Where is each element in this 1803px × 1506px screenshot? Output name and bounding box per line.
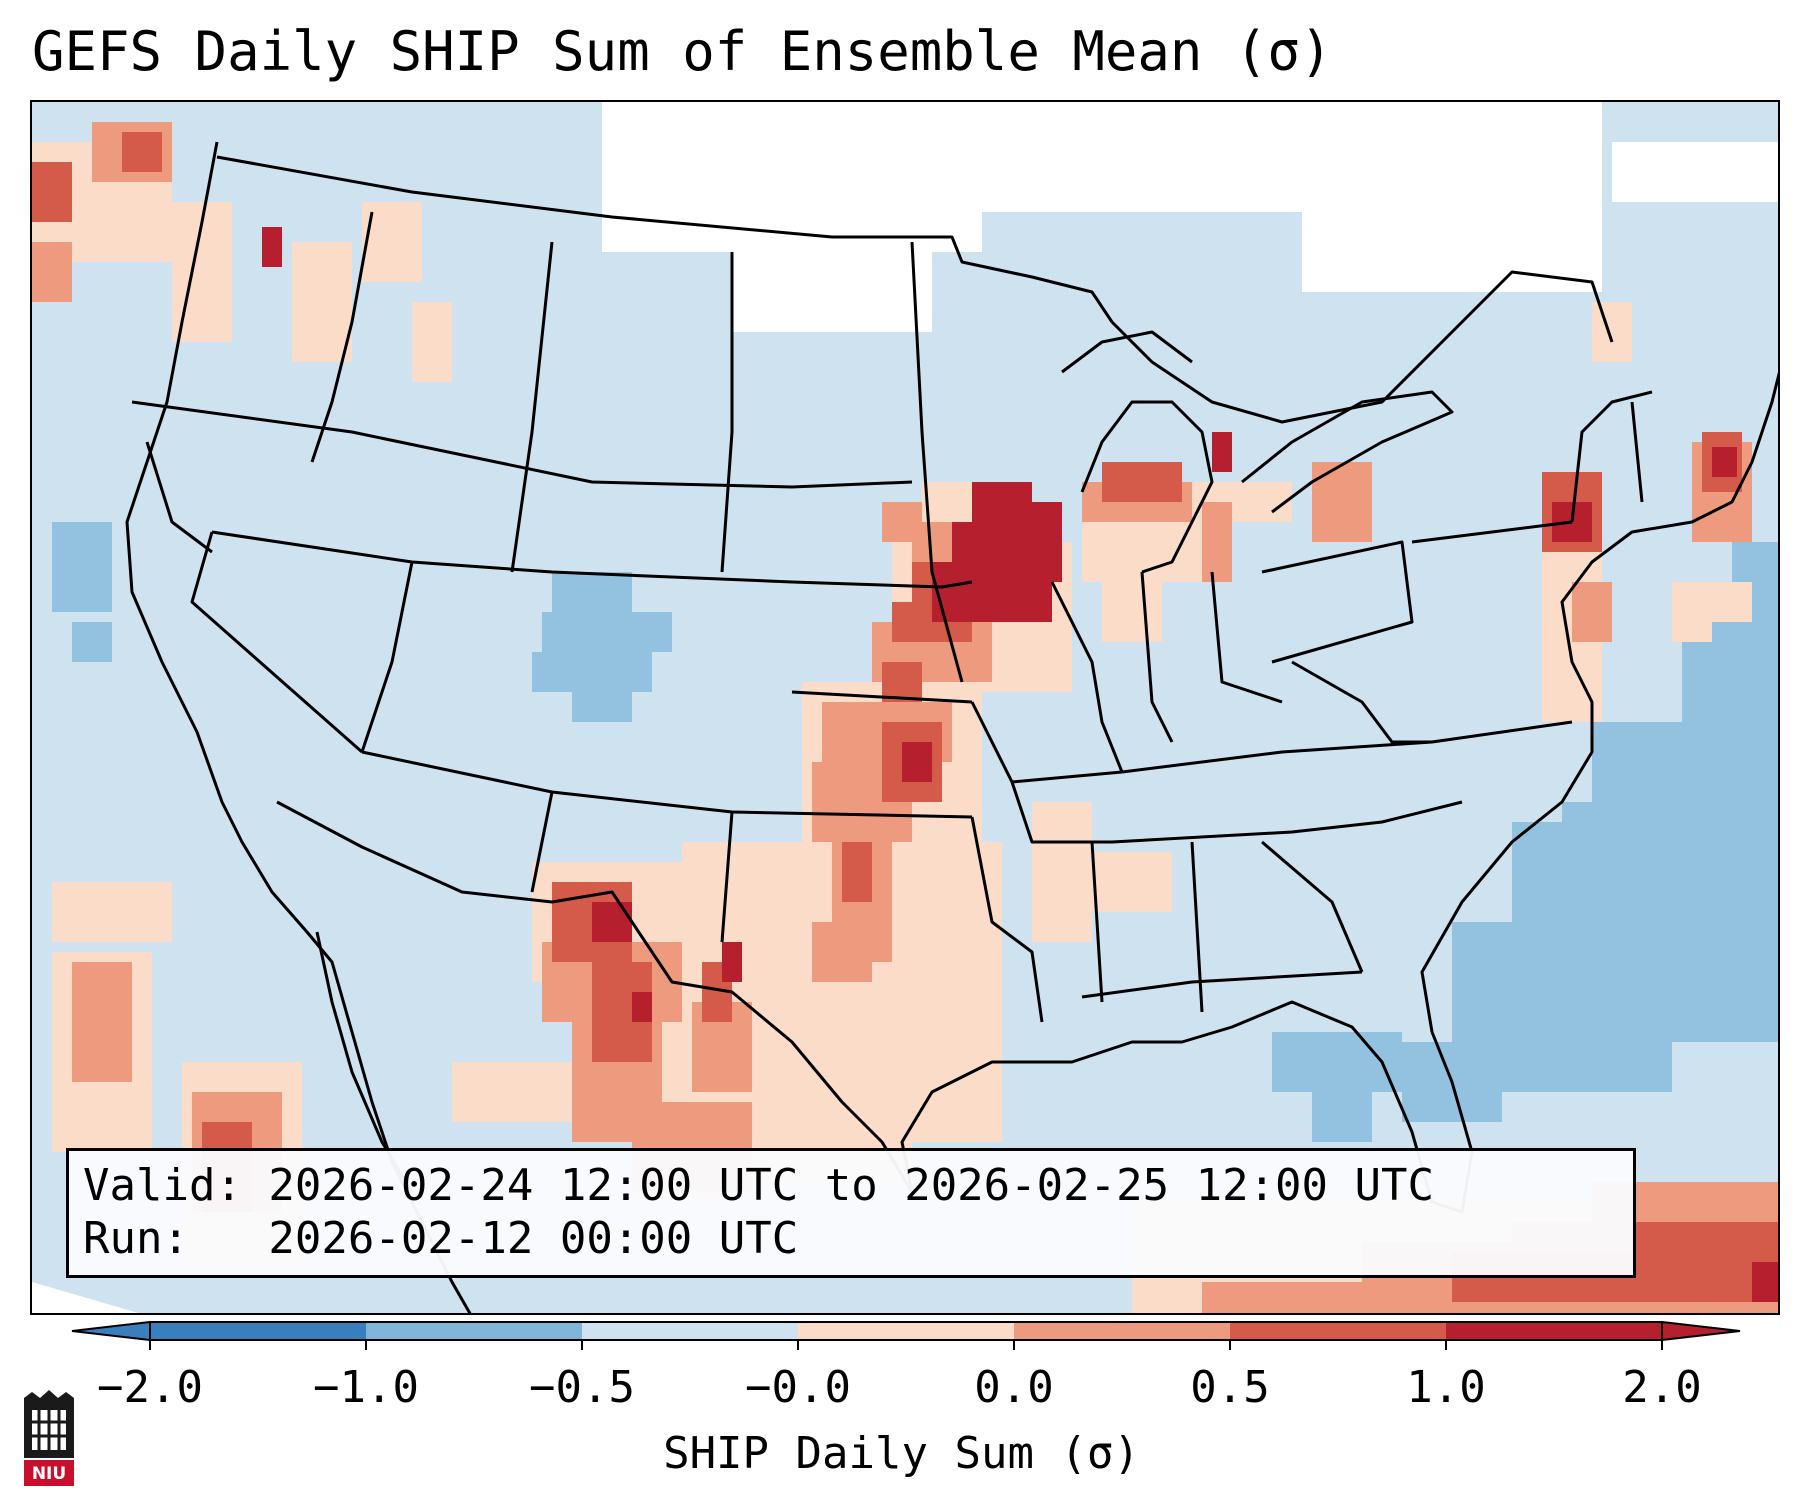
positive-field-peak xyxy=(262,227,1778,1302)
colorbar-tick-label: −1.0 xyxy=(313,1362,419,1413)
colorbar-tick-label: −2.0 xyxy=(97,1362,203,1413)
neutral-field xyxy=(32,102,1778,1313)
colorbar-extend-max xyxy=(1661,1320,1741,1342)
colorbar-outline xyxy=(149,1321,1663,1341)
colorbar-tick-label: 2.0 xyxy=(1622,1362,1702,1413)
colorbar-segment xyxy=(582,1322,798,1340)
university-building-icon xyxy=(24,1390,74,1486)
page-title: GEFS Daily SHIP Sum of Ensemble Mean (σ) xyxy=(32,20,1333,83)
colorbar-extend-min xyxy=(71,1320,151,1342)
negative-field xyxy=(52,522,1778,1142)
valid-line: Valid: 2026-02-24 12:00 UTC to 2026-02-2… xyxy=(83,1160,1435,1211)
colorbar-segment xyxy=(1230,1322,1446,1340)
colorbar-segment xyxy=(366,1322,582,1340)
colorbar-segment xyxy=(1446,1322,1662,1340)
colorbar-tick-label: −0.5 xyxy=(529,1362,635,1413)
colorbar-tick-label: 0.5 xyxy=(1190,1362,1270,1413)
colorbar-segment xyxy=(1014,1322,1230,1340)
colorbar-segment xyxy=(798,1322,1014,1340)
map-panel xyxy=(30,100,1780,1315)
run-line: Run: 2026-02-12 00:00 UTC xyxy=(83,1213,799,1264)
colorbar-tick-label: 1.0 xyxy=(1406,1362,1486,1413)
colorbar-segment xyxy=(150,1322,366,1340)
niu-logo: NIU xyxy=(20,1388,78,1488)
field-layer xyxy=(32,102,1778,1313)
colorbar-tick-label: 0.0 xyxy=(974,1362,1054,1413)
valid-time-box: Valid: 2026-02-24 12:00 UTC to 2026-02-2… xyxy=(66,1148,1636,1278)
colorbar-tick-label: −0.0 xyxy=(745,1362,851,1413)
colorbar-label: SHIP Daily Sum (σ) xyxy=(663,1428,1140,1479)
logo-text: NIU xyxy=(31,1464,67,1484)
